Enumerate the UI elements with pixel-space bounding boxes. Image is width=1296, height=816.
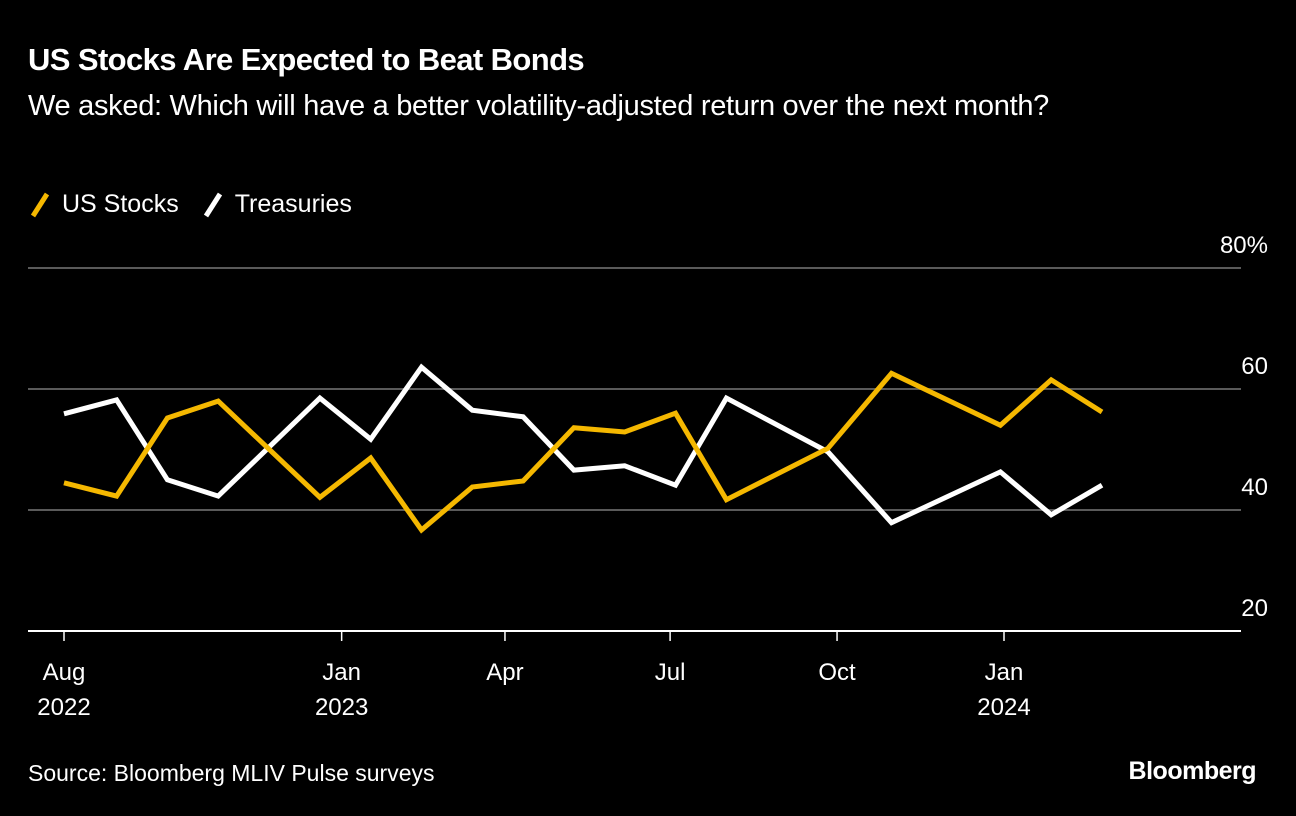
series-line-treasuries [63, 363, 1104, 526]
legend-item-treasuries: Treasuries [201, 190, 352, 219]
x-tick-year-label: 2022 [37, 694, 90, 721]
treasuries-swatch-icon [201, 191, 225, 219]
chart-title: US Stocks Are Expected to Beat Bonds [28, 42, 585, 77]
legend-label-us-stocks: US Stocks [62, 190, 179, 218]
x-tick-year-label: 2024 [977, 694, 1030, 721]
x-tick-label: Jan [985, 659, 1024, 686]
x-tick-label: Jul [655, 659, 686, 686]
source-note: Source: Bloomberg MLIV Pulse surveys [28, 760, 435, 786]
y-tick-label: 60 [1241, 353, 1268, 380]
y-tick-label: 20 [1241, 595, 1268, 622]
y-tick-label: 40 [1241, 474, 1268, 501]
x-tick-label: Jan [322, 659, 361, 686]
chart-subtitle: We asked: Which will have a better volat… [28, 90, 1049, 122]
x-tick-label: Oct [818, 659, 856, 686]
y-tick-label: 80% [1220, 232, 1268, 259]
legend-label-treasuries: Treasuries [234, 190, 352, 218]
legend: US Stocks Treasuries [28, 190, 374, 219]
series-line-us-stocks [63, 370, 1104, 534]
bloomberg-logo: Bloomberg [1128, 757, 1257, 785]
x-tick-year-label: 2023 [315, 694, 368, 721]
us-stocks-swatch-icon [28, 191, 52, 219]
legend-item-us-stocks: US Stocks [28, 190, 179, 219]
x-tick-label: Apr [486, 659, 523, 686]
x-tick-label: Aug [43, 659, 86, 686]
